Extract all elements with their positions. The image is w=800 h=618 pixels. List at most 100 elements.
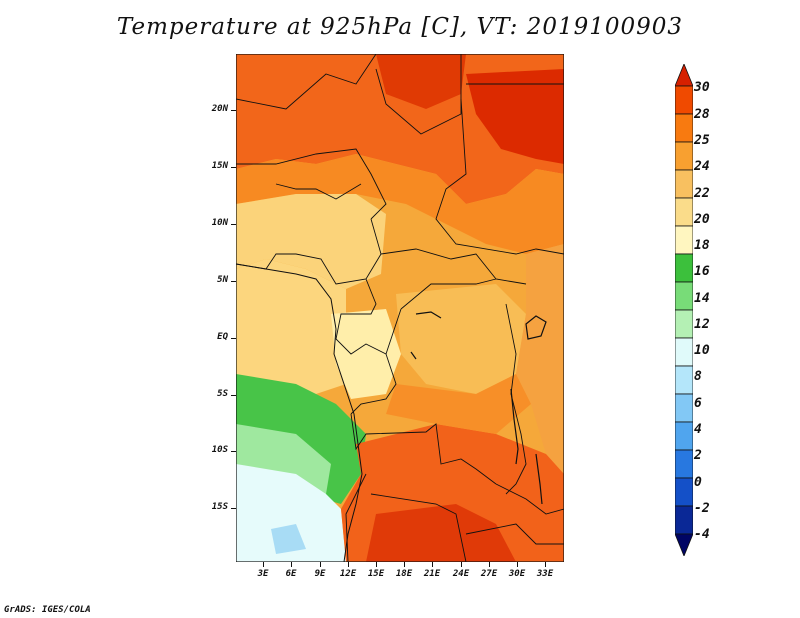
lake-victoria <box>525 315 547 340</box>
lon-tick <box>404 562 405 567</box>
colorbar-label: 4 <box>694 422 702 437</box>
lat-tick <box>231 281 236 282</box>
lon-tick <box>348 562 349 567</box>
field-30-northeast <box>466 69 564 164</box>
border-line <box>370 493 467 562</box>
lat-tick <box>231 395 236 396</box>
temperature-map <box>236 54 564 562</box>
lat-label-15n: 15N <box>211 161 228 171</box>
colorbar-label: 25 <box>694 133 710 148</box>
lon-label-27e: 27E <box>480 569 498 579</box>
field-25-band <box>236 154 564 254</box>
map-title: Temperature at 925hPa [C], VT: 201910090… <box>116 14 684 40</box>
lon-tick <box>545 562 546 567</box>
colorbar-label: -4 <box>694 527 710 542</box>
border-line <box>435 98 564 255</box>
lat-tick <box>231 110 236 111</box>
border-line <box>505 303 527 495</box>
border-line <box>380 248 527 285</box>
lon-label-15e: 15E <box>367 569 385 579</box>
field-25-southcentral <box>386 374 531 434</box>
colorbar-label: 16 <box>694 264 710 279</box>
border-line <box>375 54 462 135</box>
lat-tick <box>231 167 236 168</box>
lat-label-15s: 15S <box>211 502 228 512</box>
lon-tick <box>263 562 264 567</box>
colorbar-label: 22 <box>694 186 710 201</box>
colorbar-label: 8 <box>694 369 702 384</box>
colorbar-swatch <box>675 253 693 283</box>
lon-label-3e: 3E <box>257 569 269 579</box>
lat-label-10n: 10N <box>211 218 228 228</box>
lake-tanganyika <box>510 388 519 465</box>
great-lakes <box>410 311 547 505</box>
colorbar-swatch <box>675 477 693 507</box>
border-line <box>236 218 382 285</box>
lat-tick <box>231 451 236 452</box>
lon-tick <box>461 562 462 567</box>
colorbar-label: 12 <box>694 317 710 332</box>
lat-label-10s: 10S <box>211 445 228 455</box>
temperature-field <box>236 54 564 562</box>
colorbar-label: 6 <box>694 396 702 411</box>
colorbar-swatch <box>675 281 693 311</box>
border-line <box>335 278 402 355</box>
colorbar-swatch <box>675 393 693 423</box>
colorbar-label: 24 <box>694 159 710 174</box>
field-18-gabon <box>331 309 401 399</box>
lat-label-5n: 5N <box>217 275 228 285</box>
border-line <box>465 523 564 545</box>
colorbar-swatch <box>675 113 693 143</box>
lake-malawi <box>535 453 543 505</box>
lat-tick <box>231 224 236 225</box>
colorbar-label: 20 <box>694 212 710 227</box>
field-30-south <box>366 504 516 562</box>
colorbar-swatch <box>675 449 693 479</box>
border-line <box>350 353 397 415</box>
colorbar-label: 30 <box>694 80 710 95</box>
border-line <box>350 413 497 485</box>
field-20-westafrica <box>236 194 386 289</box>
colorbar-label: 14 <box>694 291 710 306</box>
colorbar-swatch <box>675 169 693 199</box>
colorbar-label: 0 <box>694 475 702 490</box>
lon-label-30e: 30E <box>508 569 526 579</box>
colorbar-label: 2 <box>694 448 702 463</box>
lon-label-21e: 21E <box>423 569 441 579</box>
colorbar-swatch <box>675 365 693 395</box>
colorbar-swatch <box>675 337 693 367</box>
lon-tick <box>320 562 321 567</box>
grads-credit: GrADS: IGES/COLA <box>4 605 91 615</box>
border-line <box>275 183 362 200</box>
colorbar-swatch <box>675 421 693 451</box>
field-22-congobasin <box>396 284 526 394</box>
colorbar-bottom-arrow <box>675 533 693 556</box>
border-line <box>236 148 387 220</box>
lon-label-12e: 12E <box>339 569 357 579</box>
field-20-ocean <box>236 259 346 394</box>
colorbar-label: 28 <box>694 107 710 122</box>
lon-tick <box>489 562 490 567</box>
lon-label-24e: 24E <box>452 569 470 579</box>
colorbar-swatch <box>675 225 693 255</box>
border-line <box>236 54 377 110</box>
lon-tick <box>432 562 433 567</box>
country-borders <box>236 54 564 562</box>
field-24-east <box>516 244 564 474</box>
lat-label-20n: 20N <box>211 104 228 114</box>
lat-tick <box>231 508 236 509</box>
colorbar-label: -2 <box>694 501 710 516</box>
colorbar-swatch <box>675 197 693 227</box>
lat-tick <box>231 338 236 339</box>
field-10-patch <box>271 524 306 554</box>
lon-label-18e: 18E <box>395 569 413 579</box>
colorbar-top-arrow <box>675 64 693 87</box>
lon-tick <box>376 562 377 567</box>
coastline <box>236 263 363 562</box>
lon-label-33e: 33E <box>536 569 554 579</box>
lat-label-5s: 5S <box>217 389 228 399</box>
colorbar-swatch <box>675 85 693 115</box>
lon-tick <box>291 562 292 567</box>
lat-label-eq: EQ <box>217 332 228 342</box>
border-line <box>400 278 497 310</box>
